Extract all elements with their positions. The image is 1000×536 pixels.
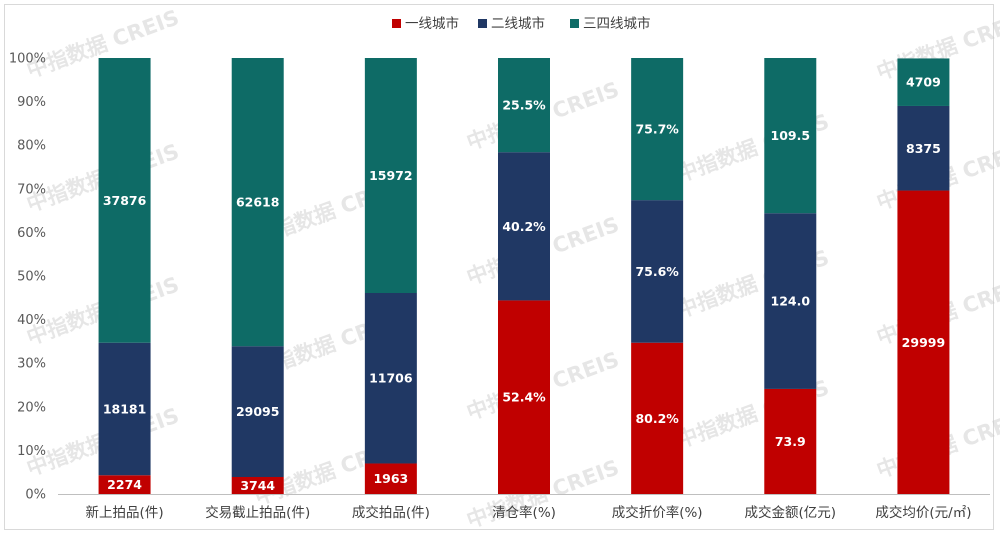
x-category-label: 成交均价(元/㎡) (875, 504, 971, 521)
data-label: 25.5% (502, 98, 546, 113)
data-label: 80.2% (635, 411, 679, 426)
bar-segment (631, 58, 684, 201)
x-category-label: 交易截止拍品(件) (205, 504, 310, 521)
data-label: 2274 (107, 477, 142, 492)
data-label: 29095 (236, 404, 280, 419)
bar-segment (897, 190, 950, 494)
bar-segment (631, 342, 684, 494)
y-tick-label: 90% (17, 95, 46, 110)
data-label: 124.0 (771, 294, 811, 309)
legend-swatch (392, 19, 401, 28)
x-category-label: 成交拍品(件) (352, 504, 430, 521)
bar-segment (364, 293, 417, 464)
bar-segment (764, 58, 817, 214)
bar-segment (498, 300, 550, 494)
data-label: 75.7% (635, 122, 679, 137)
bar-segment (98, 475, 151, 494)
bar-segment (231, 58, 284, 347)
legend-swatch (570, 19, 579, 28)
data-label: 75.6% (635, 264, 679, 279)
bar-segment (98, 342, 151, 476)
y-tick-label: 60% (17, 226, 46, 241)
data-label: 109.5 (771, 128, 811, 143)
bar-segment (231, 476, 284, 494)
bar-segment (897, 58, 950, 106)
y-tick-label: 10% (17, 444, 46, 459)
y-tick-label: 50% (17, 270, 46, 285)
legend-label: 二线城市 (491, 15, 545, 32)
data-label: 18181 (103, 401, 147, 416)
bar-segment (631, 200, 684, 343)
y-tick-label: 70% (17, 182, 46, 197)
data-label: 73.9 (775, 434, 806, 449)
bar-segment (498, 152, 550, 301)
data-label: 40.2% (502, 219, 546, 234)
data-label: 62618 (236, 195, 280, 210)
bar-segment (231, 346, 284, 477)
y-tick-label: 20% (17, 400, 46, 415)
bar-segment (98, 58, 151, 343)
y-tick-label: 30% (17, 357, 46, 372)
x-category-label: 新上拍品(件) (86, 505, 164, 521)
y-tick-label: 40% (17, 313, 46, 328)
data-label: 1963 (373, 471, 408, 486)
y-tick-label: 100% (9, 52, 46, 67)
chart-frame (4, 4, 994, 530)
data-label: 11706 (369, 371, 413, 386)
data-label: 4709 (906, 75, 941, 90)
bar-segment (764, 388, 817, 494)
y-tick-label: 0% (25, 488, 46, 503)
bar-segment (364, 463, 417, 494)
bar-segment (897, 105, 950, 191)
x-category-label: 成交折价率(%) (612, 504, 703, 521)
data-label: 15972 (369, 168, 413, 183)
data-label: 29999 (902, 335, 946, 350)
data-label: 37876 (103, 193, 147, 208)
bar-segment (364, 58, 417, 294)
data-label: 3744 (240, 478, 275, 493)
data-label: 52.4% (502, 390, 546, 405)
legend-label: 一线城市 (405, 15, 459, 32)
legend-swatch (478, 19, 487, 28)
bar-segment (764, 213, 817, 389)
x-category-label: 清仓率(%) (492, 504, 556, 521)
legend-label: 三四线城市 (583, 15, 651, 32)
y-tick-label: 80% (17, 139, 46, 154)
bar-segment (498, 58, 550, 153)
data-label: 8375 (906, 141, 941, 156)
x-category-label: 成交金额(亿元) (745, 504, 837, 521)
